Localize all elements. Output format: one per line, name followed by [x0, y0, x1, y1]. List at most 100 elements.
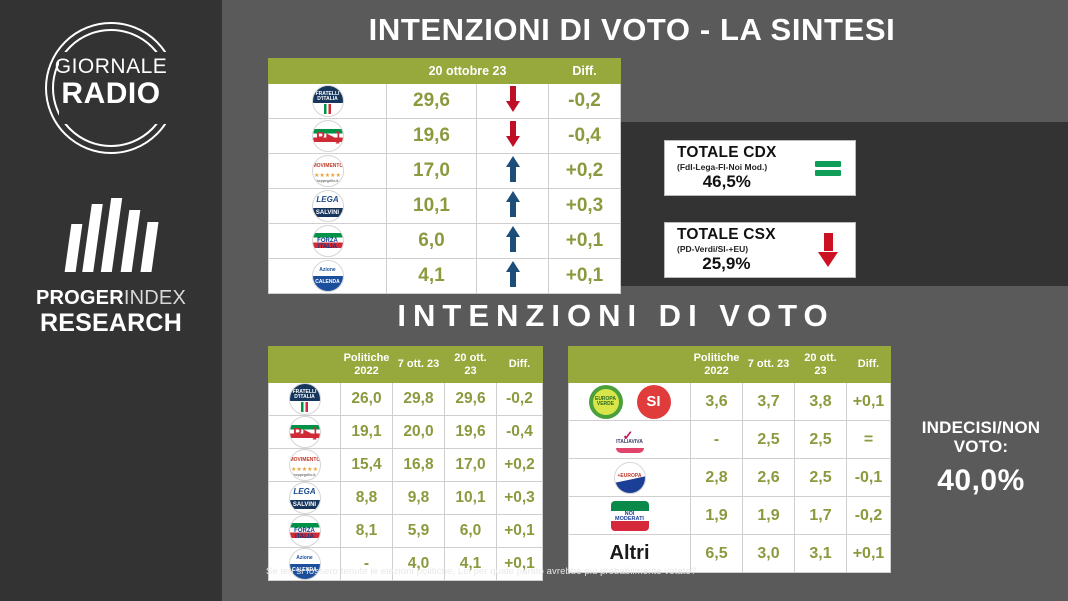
party-logo-cell: ✓ ITALIAVIVA [568, 420, 691, 460]
party-logo-cell: EUROPA VERDE SI [568, 382, 691, 422]
arrow-up-icon [505, 260, 520, 287]
sintesi-table: 20 ottobre 23 Diff. FRATELLI D'ITALIA 29,… [268, 57, 621, 295]
italiaviva-logo: ✓ ITALIAVIVA [609, 424, 650, 455]
table-row: Azione CALENDA 4,1 +0,1 [268, 258, 621, 295]
table-row: EUROPA VERDE SI 3,6 3,7 3,8 +0,1 [568, 382, 891, 422]
table-row: MOVIMENTO ★★★★★ beppegrillo.it 15,4 16,8 1… [268, 448, 543, 483]
ott7-cell: 3,0 [742, 534, 795, 574]
ott20-cell: 10,1 [444, 481, 497, 516]
piueuropa-logo: +EUROPA [613, 461, 646, 494]
minor-parties-table: Politiche 2022 7 ott. 23 20 ott. 23 Diff… [568, 345, 891, 574]
party-logo-cell: P►] [268, 118, 387, 155]
ott7-cell: 3,7 [742, 382, 795, 422]
header-politiche-2022: Politiche 2022 [690, 345, 743, 384]
ott7-cell: 2,6 [742, 458, 795, 498]
table-row: P►] 19,1 20,0 19,6 -0,4 [268, 415, 543, 450]
vertical-bars-icon [52, 196, 170, 272]
circle-ring-icon: GIORNALE RADIO [45, 22, 177, 154]
ott20-cell: 3,8 [794, 382, 847, 422]
value-cell: 19,6 [386, 118, 477, 155]
diff-cell: +0,2 [496, 448, 543, 483]
trend-cell [476, 188, 549, 225]
header-politiche-2022: Politiche 2022 [340, 345, 393, 384]
totale-csx-subtitle: (PD-Verdi/SI-+EU) [677, 243, 749, 254]
diff-cell: +0,3 [496, 481, 543, 516]
table-header-row: Politiche 2022 7 ott. 23 20 ott. 23 Diff… [568, 345, 891, 384]
research-logo-line1: PROGERINDEX [35, 287, 186, 309]
ott20-cell: 19,6 [444, 415, 497, 450]
table-row: LEGA SALVINI 10,1 +0,3 [268, 188, 621, 225]
header-diff: Diff. [846, 345, 891, 384]
totale-csx-value: 25,9% [702, 253, 751, 273]
value-cell: 17,0 [386, 153, 477, 190]
section1-title: INTENZIONI DI VOTO - LA SINTESI [368, 12, 896, 47]
fdi-logo: FRATELLI D'ITALIA [311, 85, 344, 118]
ott20-cell: 17,0 [444, 448, 497, 483]
fi-logo: FORZA ITALIA [288, 515, 321, 548]
party-logo-cell: NOI MODERATI [568, 496, 691, 536]
ott7-cell: 29,8 [392, 382, 445, 417]
diff-cell: +0,2 [548, 153, 621, 190]
ott7-cell: 4,0 [392, 547, 445, 582]
azione-logo: Azione CALENDA [311, 260, 344, 293]
fi-logo: FORZA ITALIA [311, 225, 344, 258]
totale-cdx-box: TOTALE CDX (FdI-Lega-FI-Noi Mod.) 46,5% [664, 140, 856, 196]
arrow-up-icon [505, 190, 520, 217]
table-row: MOVIMENTO ★★★★★ beppegrillo.it 17,0 +0,2 [268, 153, 621, 190]
value-cell: 6,0 [386, 223, 477, 260]
section2-title: INTENZIONI DI VOTO [397, 298, 835, 333]
m5s-logo: MOVIMENTO ★★★★★ beppegrillo.it [311, 155, 344, 188]
pd-logo: P►] [288, 416, 321, 449]
diff-cell: = [846, 420, 891, 460]
table-row: NOI MODERATI 1,9 1,9 1,7 -0,2 [568, 496, 891, 536]
radio-logo-line2: RADIO [61, 77, 161, 110]
diff-cell: +0,1 [548, 258, 621, 295]
trend-cell [476, 258, 549, 295]
ott7-cell: 2,5 [742, 420, 795, 460]
footer-question: Se ieri si fossero tenute le elezioni po… [266, 566, 697, 577]
table-header-row: Politiche 2022 7 ott. 23 20 ott. 23 Diff… [268, 345, 543, 384]
radio-logo-line1: GIORNALE [54, 55, 168, 78]
lega-logo: LEGA SALVINI [311, 190, 344, 223]
fdi-logo: FRATELLI D'ITALIA [288, 383, 321, 416]
party-logo-cell: MOVIMENTO ★★★★★ beppegrillo.it [268, 448, 341, 483]
diff-cell: +0,1 [846, 382, 891, 422]
totale-cdx-value: 46,5% [702, 171, 751, 191]
header-diff: Diff. [548, 57, 621, 85]
diff-cell: -0,4 [496, 415, 543, 450]
lega-logo: LEGA SALVINI [288, 482, 321, 515]
totale-csx-box: TOTALE CSX (PD-Verdi/SI-+EU) 25,9% [664, 222, 856, 278]
party-logo-cell: LEGA SALVINI [268, 481, 341, 516]
trend-cell [476, 118, 549, 155]
sinistra-italiana-logo: SI [636, 384, 671, 419]
politiche-2022-cell: - [690, 420, 743, 460]
diff-cell: -0,4 [548, 118, 621, 155]
diff-cell: +0,1 [548, 223, 621, 260]
party-logo-cell: MOVIMENTO ★★★★★ beppegrillo.it [268, 153, 387, 190]
main-poll-table: Politiche 2022 7 ott. 23 20 ott. 23 Diff… [268, 345, 543, 582]
politiche-2022-cell: 8,1 [340, 514, 393, 549]
table-row: FRATELLI D'ITALIA 29,6 -0,2 [268, 83, 621, 120]
header-diff: Diff. [496, 345, 543, 384]
party-logo-cell: FORZA ITALIA [268, 514, 341, 549]
research-logo-line2: RESEARCH [40, 309, 182, 337]
arrow-up-icon [505, 155, 520, 182]
politiche-2022-cell: 19,1 [340, 415, 393, 450]
header-party [268, 345, 341, 384]
ott20-cell: 2,5 [794, 458, 847, 498]
table-row: FORZA ITALIA 6,0 +0,1 [268, 223, 621, 260]
ott20-cell: 2,5 [794, 420, 847, 460]
politiche-2022-cell: 1,9 [690, 496, 743, 536]
header-date: 20 ottobre 23 [386, 57, 549, 85]
noimoderati-logo: NOI MODERATI [610, 500, 649, 531]
indecisi-block: INDECISI/NON VOTO: 40,0% [898, 418, 1064, 498]
politiche-2022-cell: 2,8 [690, 458, 743, 498]
giornale-radio-logo: GIORNALE RADIO [0, 22, 222, 154]
politiche-2022-cell: 26,0 [340, 382, 393, 417]
table-row: +EUROPA 2,8 2,6 2,5 -0,1 [568, 458, 891, 498]
table-header-row: 20 ottobre 23 Diff. [268, 57, 621, 85]
ott7-cell: 9,8 [392, 481, 445, 516]
party-logo-cell: FRATELLI D'ITALIA [268, 83, 387, 120]
header-party [568, 345, 691, 384]
